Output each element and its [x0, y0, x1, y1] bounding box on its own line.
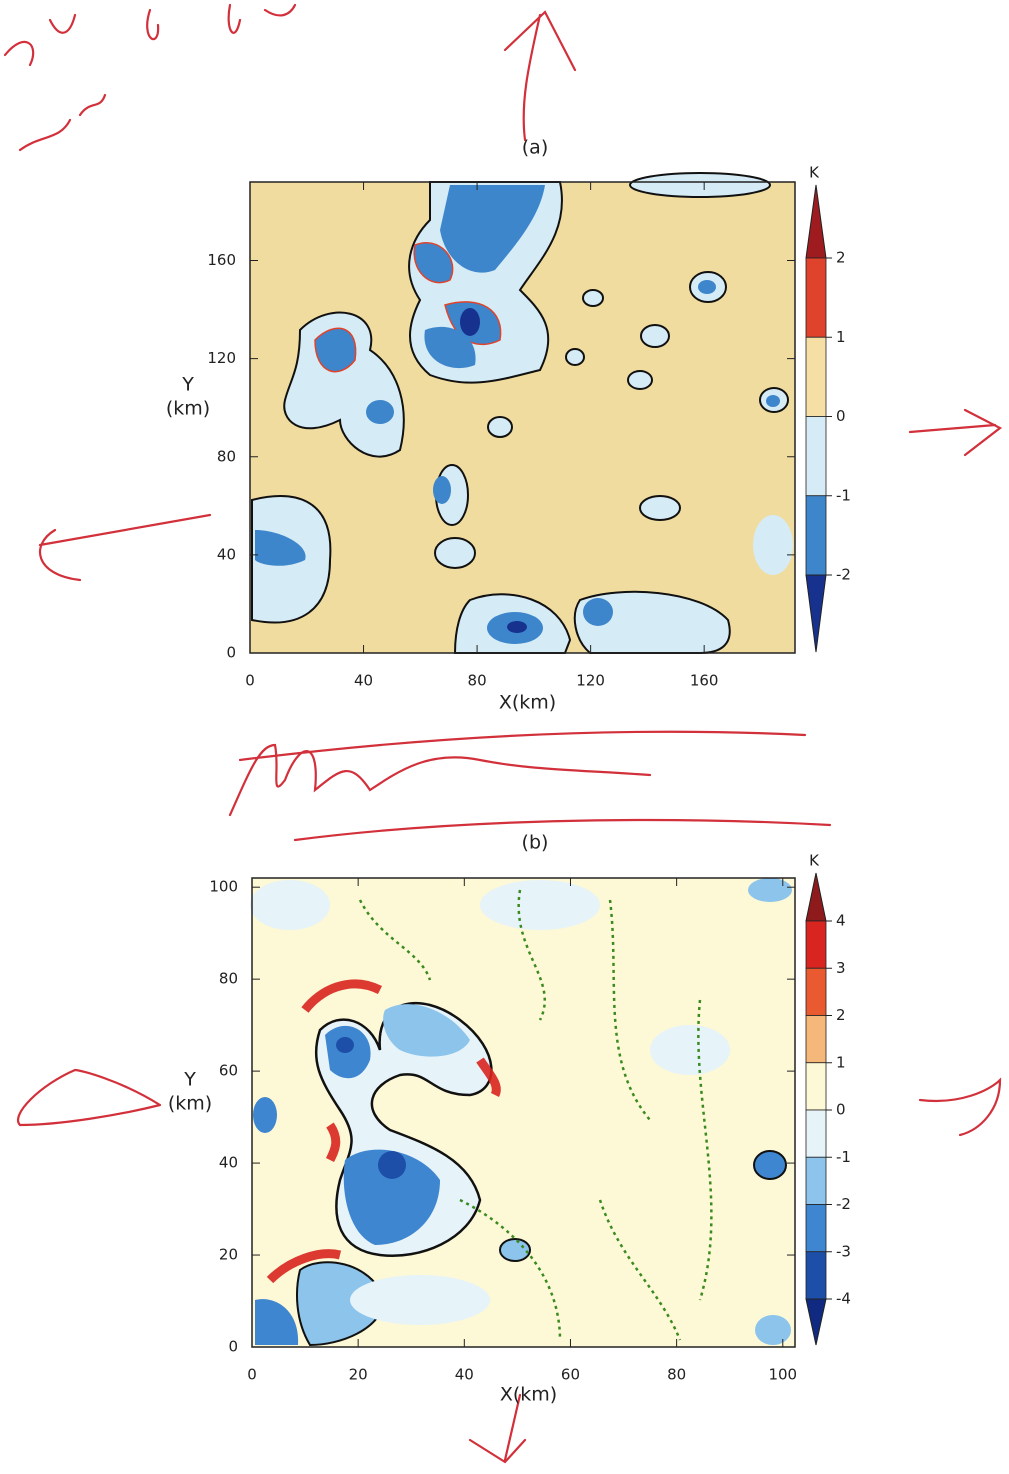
x-tick-label: 40: [455, 1366, 474, 1384]
x-tick-label: 80: [468, 672, 487, 690]
y-tick-label: 160: [207, 251, 236, 269]
panel-label: (a): [522, 137, 548, 159]
colorbar-tick-label: -1: [836, 1148, 851, 1166]
handwriting: [3, 3, 1003, 1464]
colorbar-segment: [805, 1251, 827, 1300]
y-axis-label: (km): [168, 1093, 212, 1115]
y-tick-label: 80: [219, 970, 238, 988]
x-tick-label: 40: [354, 672, 373, 690]
x-axis-label: X(km): [500, 1384, 557, 1406]
y-tick-label: 0: [228, 1338, 238, 1356]
colorbar-tick-label: -2: [836, 566, 851, 584]
x-tick-label: 80: [667, 1366, 686, 1384]
colorbar-tick-label: 0: [836, 407, 846, 425]
y-axis-label: Y: [181, 374, 194, 396]
colorbar-unit: K: [809, 852, 820, 870]
colorbar-segment: [805, 1109, 827, 1158]
colorbar-tick-label: 3: [836, 959, 846, 977]
y-axis-label: Y: [183, 1069, 196, 1091]
y-axis-label: (km): [166, 398, 210, 420]
colorbar-segment: [805, 257, 827, 338]
colorbar-segment: [805, 495, 827, 576]
colorbar-tick-label: 2: [836, 1006, 846, 1024]
colorbar-unit: K: [809, 164, 820, 182]
colorbar-triangle: [805, 872, 827, 922]
panel-label: (b): [522, 832, 549, 854]
y-tick-label: 100: [209, 878, 238, 896]
colorbar-segment: [805, 1015, 827, 1064]
colorbar-segment: [805, 1156, 827, 1205]
y-tick-label: 120: [207, 349, 236, 367]
x-tick-label: 0: [245, 672, 255, 690]
y-tick-label: 60: [219, 1062, 238, 1080]
colorbar-tick-label: 0: [836, 1101, 846, 1119]
field-a: [251, 172, 793, 654]
colorbar-tick-label: -2: [836, 1195, 851, 1213]
colorbar-segment: [805, 416, 827, 497]
x-tick-label: 60: [561, 1366, 580, 1384]
y-tick-label: 20: [219, 1246, 238, 1264]
colorbar-segment: [805, 1062, 827, 1111]
plot-frame: [249, 181, 796, 654]
colorbar-triangle: [805, 184, 827, 259]
colorbar-tick-label: 4: [836, 912, 846, 930]
colorbar-tick-label: -1: [836, 486, 851, 504]
x-tick-label: 100: [768, 1366, 797, 1384]
colorbar-tick-label: 2: [836, 249, 846, 267]
colorbar-tick-label: 1: [836, 1053, 846, 1071]
y-tick-label: 40: [219, 1154, 238, 1172]
x-tick-label: 120: [576, 672, 605, 690]
x-tick-label: 0: [247, 1366, 257, 1384]
colorbar-tick-label: -4: [836, 1290, 851, 1308]
field-b: [250, 878, 792, 1347]
plot-frame: [251, 877, 796, 1348]
x-tick-label: 160: [690, 672, 719, 690]
y-tick-label: 80: [217, 447, 236, 465]
colorbar-segment: [805, 336, 827, 417]
y-tick-label: 40: [217, 545, 236, 563]
colorbar-triangle: [805, 574, 827, 653]
colorbar-triangle: [805, 1298, 827, 1346]
y-tick-label: 0: [226, 644, 236, 662]
colorbar-tick-label: -3: [836, 1242, 851, 1260]
colorbar-segment: [805, 920, 827, 969]
colorbar-tick-label: 1: [836, 328, 846, 346]
x-tick-label: 20: [349, 1366, 368, 1384]
x-axis-label: X(km): [499, 692, 556, 714]
colorbar-segment: [805, 967, 827, 1016]
colorbar-segment: [805, 1204, 827, 1253]
